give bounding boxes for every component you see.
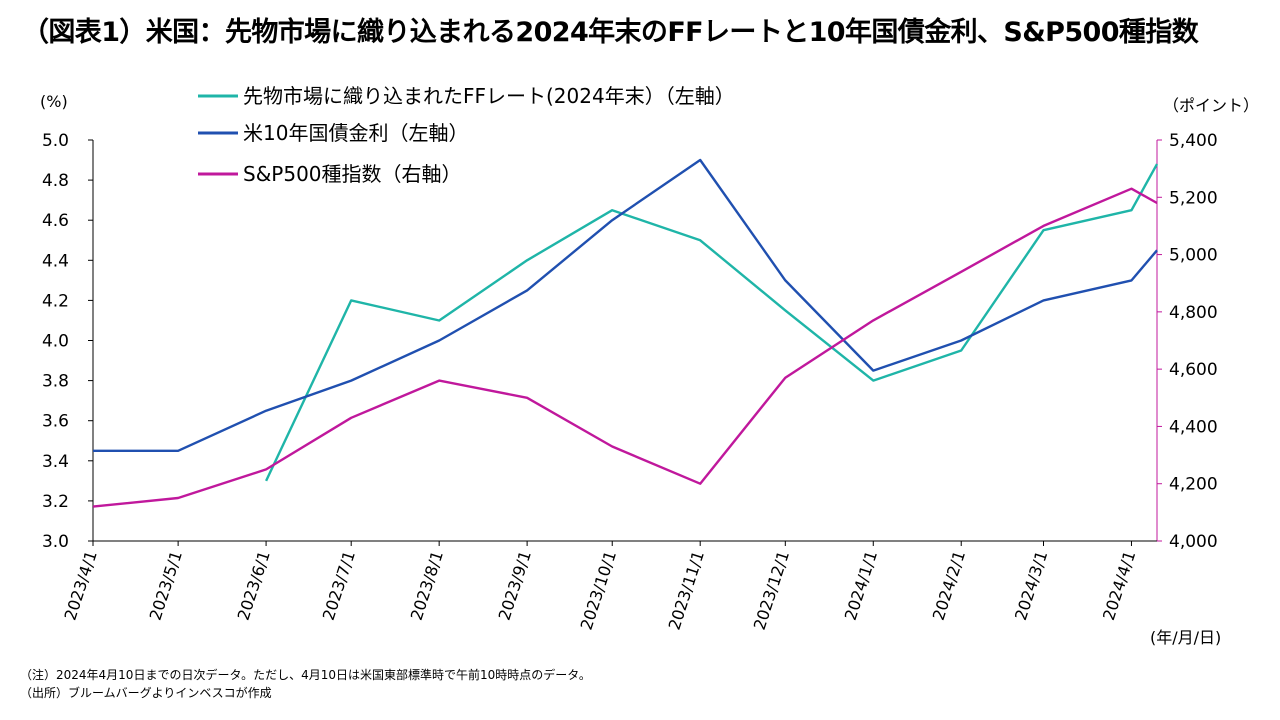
y-tick-label-right: 5,000 bbox=[1169, 246, 1218, 266]
x-tick-label: 2023/4/1 bbox=[61, 548, 101, 622]
y-tick-label-left: 3.8 bbox=[42, 372, 69, 392]
x-tick-label: 2023/11/1 bbox=[665, 548, 708, 632]
x-tick-label: 2023/10/1 bbox=[577, 548, 620, 632]
x-tick-label: 2024/2/1 bbox=[929, 548, 969, 622]
y-tick-label-right: 4,200 bbox=[1169, 475, 1218, 495]
x-tick-label: 2024/1/1 bbox=[841, 548, 881, 622]
x-tick-label: 2023/12/1 bbox=[750, 548, 793, 632]
y-tick-label-right: 4,600 bbox=[1169, 360, 1218, 380]
x-tick-label: 2024/4/1 bbox=[1099, 548, 1139, 622]
y-tick-label-left: 4.0 bbox=[42, 332, 69, 352]
x-axis-unit: (年/月/日) bbox=[1150, 628, 1222, 647]
x-tick-label: 2023/9/1 bbox=[495, 548, 535, 622]
legend-label: S&P500種指数（右軸） bbox=[243, 162, 462, 186]
y-tick-label-right: 4,800 bbox=[1169, 303, 1218, 323]
y-tick-label-left: 4.4 bbox=[42, 251, 69, 271]
series-line bbox=[265, 163, 1159, 482]
y-tick-label-left: 5.0 bbox=[42, 131, 69, 151]
y-tick-label-left: 3.4 bbox=[42, 452, 69, 472]
x-tick-label: 2023/5/1 bbox=[146, 548, 186, 622]
y-tick-label-right: 5,400 bbox=[1169, 131, 1218, 151]
y-tick-label-right: 4,400 bbox=[1169, 417, 1218, 437]
x-tick-label: 2023/7/1 bbox=[319, 548, 359, 622]
series-line bbox=[93, 158, 1158, 452]
y-tick-label-left: 3.6 bbox=[42, 412, 69, 432]
y-tick-label-left: 4.2 bbox=[42, 291, 69, 311]
legend-label: 先物市場に織り込まれたFFレート(2024年末）（左軸） bbox=[243, 84, 735, 108]
y-tick-label-right: 5,200 bbox=[1169, 188, 1218, 208]
x-tick-label: 2024/3/1 bbox=[1011, 548, 1051, 622]
x-tick-label: 2023/8/1 bbox=[407, 548, 447, 622]
y-tick-label-left: 4.8 bbox=[42, 171, 69, 191]
series-line bbox=[92, 187, 1158, 508]
x-tick-label: 2023/6/1 bbox=[234, 548, 274, 622]
source-line: （出所）ブルームバーグよりインベスコが作成 bbox=[20, 686, 272, 700]
left-axis-unit: (%) bbox=[40, 92, 68, 111]
y-tick-label-left: 3.2 bbox=[42, 492, 69, 512]
chart-title: （図表1）米国：先物市場に織り込まれる2024年末のFFレートと10年国債金利、… bbox=[22, 17, 1199, 48]
y-tick-label-left: 3.0 bbox=[42, 532, 69, 552]
notes: （注）2024年4月10日までの日次データ。ただし、4月10日は米国東部標準時で… bbox=[20, 666, 591, 702]
note-line: （注）2024年4月10日までの日次データ。ただし、4月10日は米国東部標準時で… bbox=[20, 668, 591, 682]
legend-label: 米10年国債金利（左軸） bbox=[243, 121, 468, 145]
y-tick-label-right: 4,000 bbox=[1169, 532, 1218, 552]
right-axis-unit: （ポイント） bbox=[1163, 96, 1260, 115]
y-tick-label-left: 4.6 bbox=[42, 211, 69, 231]
